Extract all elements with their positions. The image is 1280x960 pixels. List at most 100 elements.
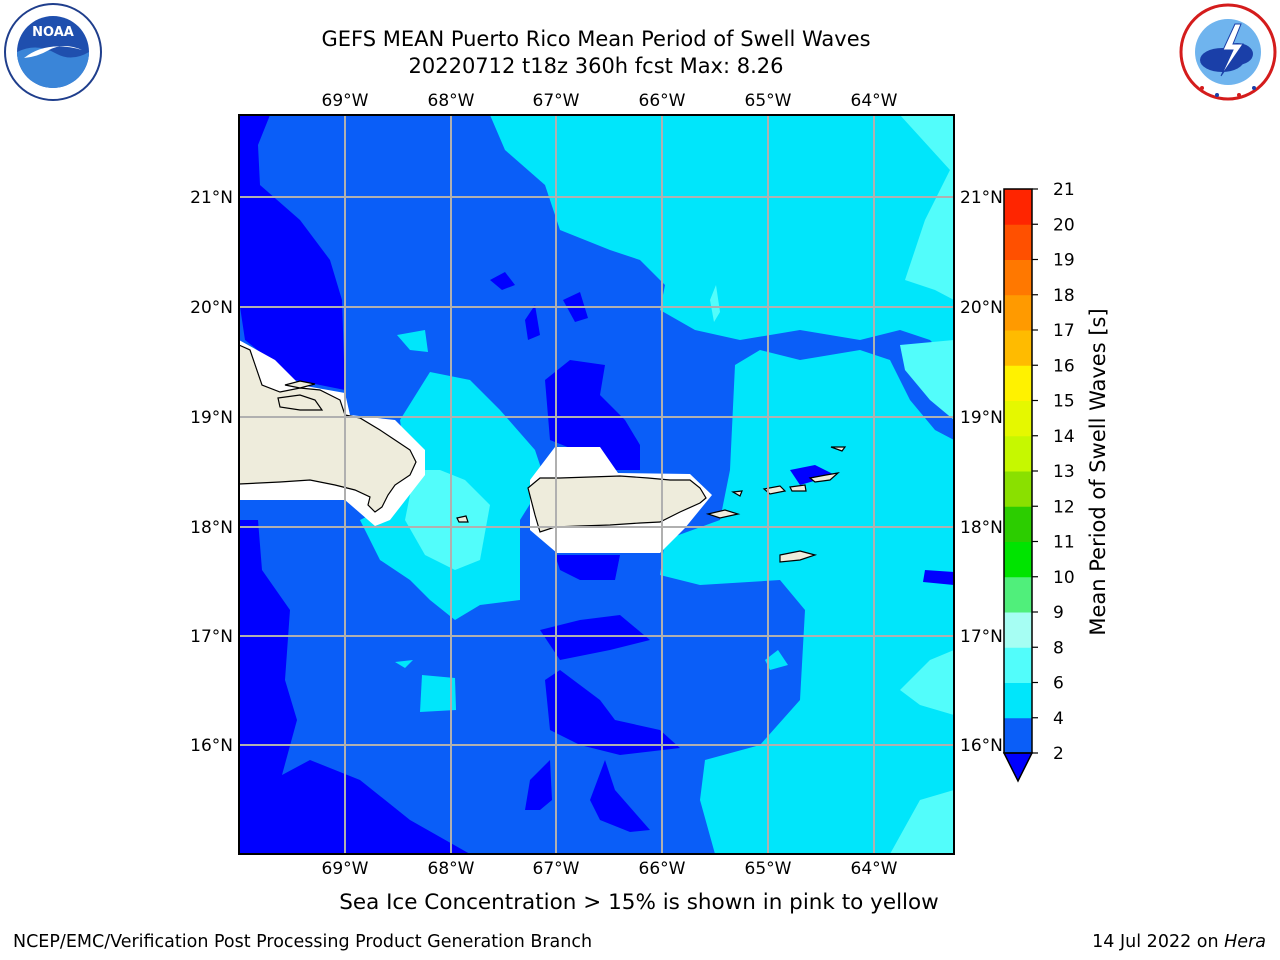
colorbar-tick-label: 21	[1053, 180, 1075, 200]
colorbar-segment	[1004, 294, 1032, 331]
land-hispaniola	[239, 344, 417, 513]
contour-band-lt2	[540, 615, 650, 660]
contour-band-lt2	[590, 760, 650, 832]
colorbar-tick-label: 11	[1053, 533, 1075, 553]
footer-host: Hera	[1224, 932, 1266, 952]
contour-band-6-8	[710, 285, 720, 322]
land-island	[779, 550, 818, 563]
land-island	[830, 446, 847, 452]
colorbar-segment	[1004, 471, 1032, 507]
lat-label-left: 17°N	[190, 627, 233, 647]
contour-band-6-8	[900, 650, 954, 715]
contour-band-lt2	[490, 272, 515, 290]
lat-label-left: 20°N	[190, 298, 233, 318]
lat-label-left: 21°N	[190, 188, 233, 208]
colorbar-tick-label: 16	[1053, 356, 1075, 376]
colorbar-tick-label: 6	[1053, 674, 1064, 694]
colorbar-segment	[1004, 259, 1032, 296]
colorbar-segment	[1004, 647, 1032, 683]
colorbar: 2 4 6 8 9 10 11 12 13 14 15 16 17 18 19 20 21	[1002, 180, 1075, 783]
noaa-logo-text: NOAA	[32, 25, 74, 40]
colorbar-segment	[1004, 612, 1032, 648]
colorbar-tick-label: 14	[1053, 427, 1075, 447]
lat-label-left: 18°N	[190, 518, 233, 538]
colorbar-tick-label: 18	[1053, 286, 1075, 306]
colorbar-segment	[1004, 330, 1032, 366]
lon-label-bottom: 69°W	[322, 859, 369, 879]
footer-credit: NCEP/EMC/Verification Post Processing Pr…	[13, 932, 593, 952]
lat-label-right: 19°N	[960, 408, 1003, 428]
colorbar-tick-label: 8	[1053, 638, 1064, 658]
colorbar-tick-label: 15	[1053, 392, 1075, 412]
land-hispaniola	[277, 394, 324, 411]
contour-band-6-8	[890, 790, 954, 854]
lat-label-right: 20°N	[960, 298, 1003, 318]
noaa-logo: NOAA	[4, 3, 102, 101]
lat-label-right: 18°N	[960, 518, 1003, 538]
contour-band-6-8	[900, 115, 954, 300]
colorbar-segment	[1004, 224, 1032, 260]
colorbar-segment	[1004, 506, 1032, 542]
land-island	[808, 472, 840, 483]
contour-band-2-4	[239, 115, 954, 854]
lat-label-right: 21°N	[960, 188, 1003, 208]
lat-label-right: 16°N	[960, 736, 1003, 756]
contour-band-6-8	[900, 340, 954, 420]
lon-label-bottom: 64°W	[851, 859, 898, 879]
lon-label-top: 65°W	[745, 91, 792, 111]
contour-band-6-8	[405, 470, 490, 570]
footer-date-text: 14 Jul 2022 on	[1092, 932, 1225, 952]
lat-label-left: 19°N	[190, 408, 233, 428]
colorbar-frame	[1003, 188, 1033, 754]
colorbar-tick-label: 2	[1053, 744, 1064, 764]
swell-contour-field	[239, 115, 954, 854]
lon-label-bottom: 66°W	[639, 859, 686, 879]
gridlines	[239, 115, 954, 854]
colorbar-label: Mean Period of Swell Waves [s]	[1086, 308, 1110, 635]
contour-band-lt2	[525, 305, 540, 340]
contour-band-4-6	[420, 675, 456, 712]
chart-title: GEFS MEAN Puerto Rico Mean Period of Swe…	[321, 27, 871, 51]
colorbar-segment	[1004, 189, 1032, 225]
colorbar-segment	[1004, 365, 1032, 401]
contour-band-lt2	[239, 115, 345, 390]
contour-band-lt2	[923, 570, 954, 585]
colorbar-segment	[1004, 400, 1032, 437]
colorbar-tick-label: 9	[1053, 603, 1064, 623]
contour-band-4-6	[490, 115, 954, 854]
lat-label-left: 16°N	[190, 736, 233, 756]
lon-label-top: 67°W	[533, 91, 580, 111]
colorbar-tick-label: 12	[1053, 497, 1075, 517]
colorbar-extend-arrow	[1002, 752, 1034, 783]
land-island	[731, 490, 743, 497]
contour-band-lt2	[555, 555, 620, 580]
lat-label-right: 17°N	[960, 627, 1003, 647]
land-island	[284, 380, 316, 389]
colorbar-tick-label: 19	[1053, 251, 1075, 271]
contour-band-4-6	[360, 372, 545, 620]
chart-subtitle: 20220712 t18z 360h fcst Max: 8.26	[408, 54, 784, 78]
lon-label-top: 68°W	[428, 91, 475, 111]
land-puerto-rico	[527, 475, 707, 533]
land-island	[789, 484, 807, 492]
colorbar-segment	[1004, 435, 1032, 472]
colorbar-segment	[1004, 717, 1032, 754]
contour-band-lt2	[239, 520, 470, 854]
contour-band-lt2	[525, 760, 552, 810]
contour-band-4-6	[765, 650, 788, 670]
colorbar-tick-label: 10	[1053, 568, 1075, 588]
colorbar-tick-label: 17	[1053, 321, 1075, 341]
contour-band-lt2	[545, 670, 680, 755]
colorbar-segment	[1004, 576, 1032, 613]
lon-label-bottom: 68°W	[428, 859, 475, 879]
colorbar-tick-label: 13	[1053, 462, 1075, 482]
contour-band-4-6	[395, 660, 413, 668]
sea-ice-caption: Sea Ice Concentration > 15% is shown in …	[339, 890, 939, 915]
lon-label-top: 66°W	[639, 91, 686, 111]
land-mask	[530, 447, 712, 553]
footer-date: 14 Jul 2022 on Hera	[1092, 932, 1266, 952]
contour-band-lt2	[790, 465, 835, 485]
land-island	[705, 509, 741, 519]
lon-label-top: 69°W	[322, 91, 369, 111]
